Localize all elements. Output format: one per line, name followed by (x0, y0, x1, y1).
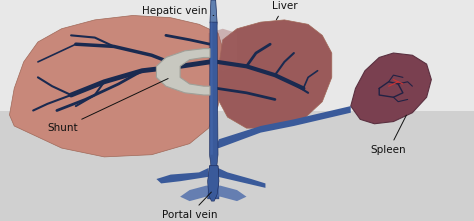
Polygon shape (9, 15, 223, 157)
Polygon shape (156, 49, 210, 95)
Text: Hepatic vein: Hepatic vein (142, 6, 214, 16)
Polygon shape (156, 168, 209, 183)
Polygon shape (209, 29, 237, 71)
Text: Shunt: Shunt (47, 78, 168, 133)
Polygon shape (210, 0, 217, 33)
Polygon shape (210, 22, 213, 155)
Text: Portal vein: Portal vein (162, 192, 218, 220)
Text: Spleen: Spleen (371, 115, 407, 155)
Bar (0, 110, 474, 221)
Text: Liver: Liver (272, 1, 297, 20)
Polygon shape (351, 53, 431, 124)
Polygon shape (180, 186, 246, 201)
Polygon shape (218, 20, 332, 128)
Polygon shape (217, 106, 351, 148)
Polygon shape (208, 166, 219, 199)
Polygon shape (208, 166, 219, 201)
Polygon shape (218, 168, 265, 188)
Polygon shape (210, 22, 218, 177)
Bar (0, 0, 474, 110)
